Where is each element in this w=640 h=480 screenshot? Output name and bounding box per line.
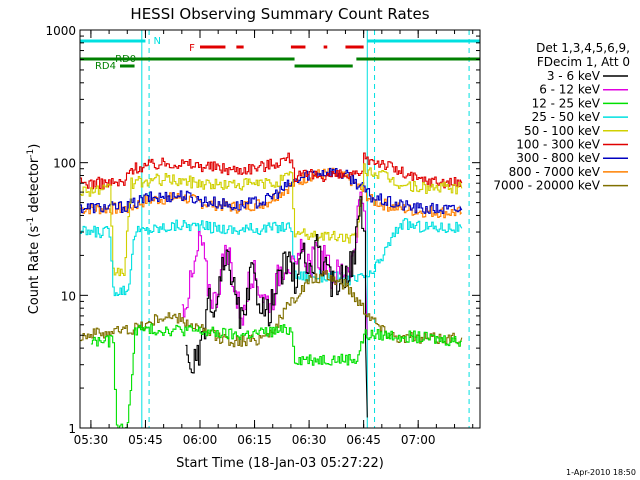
legend-label: 50 - 100 keV	[524, 124, 601, 138]
y-label-part: Count Rate (s	[27, 226, 42, 315]
flag-label-rd4: RD4	[95, 61, 116, 72]
legend-label: 3 - 6 keV	[547, 69, 601, 83]
series-line-50-100-kev	[80, 163, 463, 277]
flag-label-n: N	[153, 36, 160, 47]
legend: Det 1,3,4,5,6,9, FDecim 1, Att 0 3 - 6 k…	[493, 41, 630, 193]
x-tick-label: 05:30	[74, 433, 109, 447]
x-tick-label: 06:00	[183, 433, 218, 447]
flag-label-f: F	[189, 43, 195, 54]
legend-label: 25 - 50 keV	[532, 110, 601, 124]
legend-label: 7000 - 20000 keV	[493, 179, 600, 193]
legend-label: 300 - 800 keV	[516, 151, 600, 165]
footer-date: 1-Apr-2010 18:50	[566, 468, 636, 477]
x-tick-label: 06:15	[237, 433, 272, 447]
legend-label: 12 - 25 keV	[532, 96, 601, 110]
plot-frame	[79, 29, 481, 429]
y-label-part: detector	[27, 157, 42, 217]
chart-title: HESSI Observing Summary Count Rates	[130, 5, 429, 23]
y-label-superscript: -1	[26, 217, 36, 226]
x-tick-label: 07:00	[401, 433, 436, 447]
y-label-superscript: -1	[26, 149, 36, 158]
y-label-part: )	[27, 144, 42, 149]
legend-label: 800 - 7000 keV	[509, 165, 601, 179]
series-line-300-800-kev	[80, 167, 463, 214]
x-tick-label: 06:30	[292, 433, 327, 447]
y-tick-label: 10	[61, 289, 76, 303]
series-line-6-12-kev	[181, 191, 368, 336]
y-axis-label: Count Rate (s-1 detector-1)	[26, 144, 42, 315]
series-line-7000-20000-kev	[80, 270, 463, 348]
y-axis: 1 10 100 1000	[45, 24, 480, 436]
x-axis: 05:30 05:45 06:00 06:15 06:30 06:45 07:00	[74, 30, 474, 447]
legend-header-fdecim: FDecim 1, Att 0	[537, 55, 630, 69]
x-tick-label: 06:45	[346, 433, 381, 447]
data-series	[80, 152, 463, 429]
series-line-800-7000-kev	[80, 167, 463, 219]
y-tick-label: 1000	[45, 24, 76, 38]
flag-label-rd0: RD0	[115, 54, 136, 65]
series-line-100-300-kev	[80, 152, 463, 190]
legend-label: 6 - 12 keV	[539, 83, 601, 97]
y-tick-label: 100	[53, 157, 76, 171]
series-line-12-25-kev	[90, 323, 462, 429]
series-line-25-50-kev	[80, 218, 463, 297]
y-tick-label: 1	[68, 422, 76, 436]
x-axis-label: Start Time (18-Jan-03 05:27:22)	[176, 456, 384, 471]
legend-label: 100 - 300 keV	[516, 138, 600, 152]
legend-header-detectors: Det 1,3,4,5,6,9,	[536, 41, 630, 55]
x-tick-label: 05:45	[128, 433, 163, 447]
